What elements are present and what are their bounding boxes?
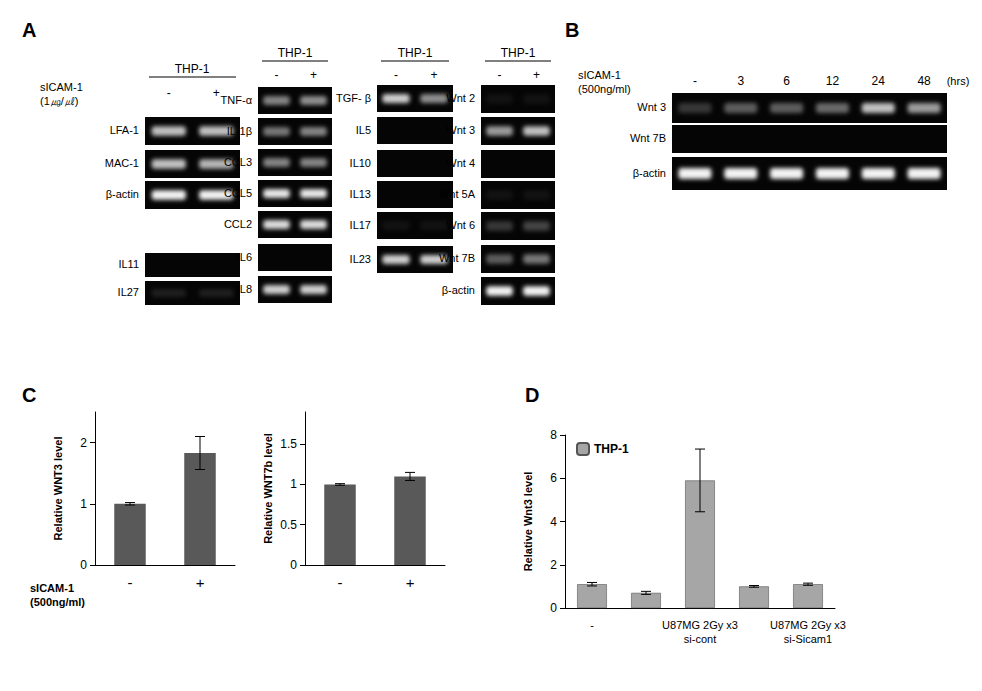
svg-text:1: 1 [80,497,87,511]
svg-text:U87MG 2Gy x3: U87MG 2Gy x3 [662,619,738,631]
svg-text:Wnt 6: Wnt 6 [446,219,475,231]
svg-text:C: C [22,384,36,406]
svg-text:(500ng/ml): (500ng/ml) [30,596,85,608]
svg-text:β-actin: β-actin [442,284,475,296]
svg-text:LFA-1: LFA-1 [110,124,139,136]
svg-text:sICAM-1: sICAM-1 [30,582,74,594]
svg-text:12: 12 [826,74,840,88]
svg-text:(hrs): (hrs) [947,75,970,87]
svg-text:+: + [196,574,205,591]
svg-text:6: 6 [550,471,557,485]
svg-text:B: B [565,19,579,41]
svg-text:IL-1β: IL-1β [227,124,252,136]
svg-text:0.5: 0.5 [280,518,297,532]
svg-text:0: 0 [290,558,297,572]
svg-text:+: + [533,68,540,82]
svg-text:TNF-α: TNF-α [221,93,253,105]
svg-text:48: 48 [917,74,931,88]
svg-text:6: 6 [783,74,790,88]
svg-text:IL17: IL17 [350,218,371,230]
svg-text:sICAM-1(500ng/ml): sICAM-1(500ng/ml) [578,69,631,95]
svg-text:THP-1: THP-1 [278,46,313,60]
svg-text:U87MG 2Gy x3: U87MG 2Gy x3 [770,619,846,631]
svg-text:Wnt 3: Wnt 3 [637,101,666,113]
svg-text:Relative WNT7b level: Relative WNT7b level [262,433,274,544]
svg-text:+: + [430,68,437,82]
svg-text:+: + [310,68,317,82]
svg-text:-: - [590,619,594,631]
svg-text:0: 0 [550,601,557,615]
svg-text:THP-1: THP-1 [175,62,210,76]
svg-text:0: 0 [80,558,87,572]
svg-text:-: - [275,68,279,82]
svg-text:+: + [406,574,415,591]
svg-text:CCL5: CCL5 [224,186,252,198]
svg-text:D: D [525,384,539,406]
svg-text:CCL2: CCL2 [224,217,252,229]
svg-text:Wnt 7B: Wnt 7B [630,132,666,144]
svg-text:24: 24 [872,74,886,88]
svg-text:8: 8 [550,428,557,442]
svg-text:Wnt 2: Wnt 2 [446,92,475,104]
svg-text:-: - [167,86,171,100]
svg-text:+: + [213,86,220,100]
svg-text:IL5: IL5 [356,123,371,135]
svg-text:-: - [498,68,502,82]
svg-text:1: 1 [290,477,297,491]
svg-text:2: 2 [550,558,557,572]
svg-text:-: - [338,574,343,591]
svg-text:sICAM-1(1㎍/㎕): sICAM-1(1㎍/㎕) [40,81,83,107]
svg-text:IL13: IL13 [350,187,371,199]
svg-text:CCL3: CCL3 [224,155,252,167]
svg-text:IL8: IL8 [237,282,252,294]
svg-text:-: - [394,68,398,82]
svg-text:Wnt 5A: Wnt 5A [439,188,476,200]
svg-text:β-actin: β-actin [106,188,139,200]
svg-text:IL10: IL10 [350,156,371,168]
svg-text:Wnt 7B: Wnt 7B [439,252,475,264]
svg-text:THP-1: THP-1 [501,46,536,60]
svg-text:2: 2 [80,436,87,450]
svg-text:MAC-1: MAC-1 [105,157,139,169]
svg-text:si-cont: si-cont [684,633,716,645]
svg-text:Relative WNT3 level: Relative WNT3 level [52,437,64,541]
svg-text:-: - [128,574,133,591]
svg-text:1.5: 1.5 [280,437,297,451]
svg-text:Wnt 4: Wnt 4 [446,157,475,169]
svg-text:IL27: IL27 [118,286,139,298]
svg-text:IL6: IL6 [237,250,252,262]
svg-text:3: 3 [737,74,744,88]
svg-text:4: 4 [550,515,557,529]
svg-text:IL23: IL23 [350,252,371,264]
svg-text:A: A [22,19,36,41]
svg-text:Wnt 3: Wnt 3 [446,124,475,136]
svg-text:IL11: IL11 [118,258,139,270]
svg-text:-: - [693,74,697,88]
svg-text:THP-1: THP-1 [594,442,629,456]
svg-text:Relative Wnt3 level: Relative Wnt3 level [522,472,534,572]
svg-text:TGF- β: TGF- β [336,91,371,103]
svg-text:β-actin: β-actin [633,166,666,178]
svg-text:THP-1: THP-1 [398,46,433,60]
svg-text:si-Sicam1: si-Sicam1 [784,633,832,645]
